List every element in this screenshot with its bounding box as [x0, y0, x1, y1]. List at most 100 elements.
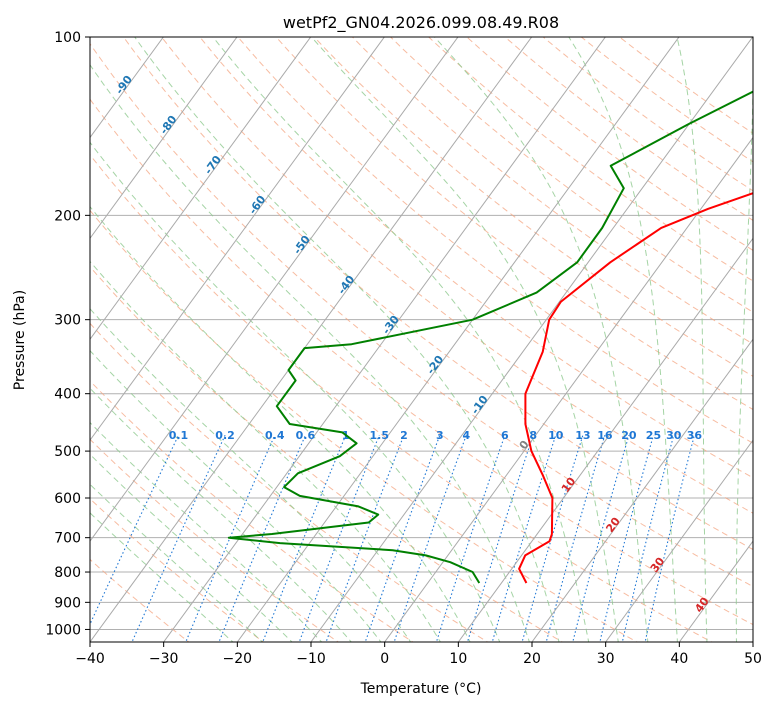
y-tick-label: 800: [54, 565, 81, 581]
dry-adiabat: [90, 98, 753, 626]
mixing-ratio-line: [621, 435, 675, 642]
isotherm-line: [752, 641, 753, 642]
sounding-series: [227, 90, 753, 584]
y-axis-label: Pressure (hPa): [12, 290, 28, 390]
moist-adiabats: [90, 37, 753, 642]
moist-adiabat: [568, 37, 678, 642]
isotherm-label: -40: [335, 273, 357, 297]
dry-adiabat: [90, 380, 414, 642]
dry-adiabat: [90, 209, 639, 642]
mixing-ratio-label: 13: [575, 429, 590, 442]
moist-adiabat: [90, 387, 352, 642]
mixing-ratio-labels: 0.1 0.2 0.4 0.6 1 1.5 2 3 4 6 8 10 13 16 20 25 30 36: [169, 429, 703, 442]
mixing-ratio-line: [262, 434, 347, 642]
x-tick-label: −30: [149, 651, 179, 667]
isotherm-line: [90, 37, 533, 642]
moist-adiabat: [134, 37, 560, 642]
isotherm-label: -10: [469, 393, 491, 417]
dewpoint-profile-line: [227, 90, 753, 584]
isotherm-line: [531, 338, 753, 642]
dry-adiabat: [90, 266, 564, 642]
isotherm-line: [605, 439, 753, 642]
moist-adiabat: [90, 141, 501, 642]
dry-adiabat: [313, 37, 753, 377]
mixing-ratio-label: 25: [646, 429, 661, 442]
isotherm-label: -30: [380, 313, 402, 337]
y-tick-label: 400: [54, 387, 81, 403]
mixing-ratio-label: 36: [687, 429, 703, 442]
isotherm-label: -90: [113, 73, 135, 97]
mixing-ratio-line: [90, 434, 179, 626]
chart-title: wetPf2_GN04.2026.099.08.49.R08: [283, 13, 559, 33]
y-tick-label: 1000: [45, 622, 81, 638]
dry-adiabat: [90, 498, 265, 642]
dry-adiabat: [90, 558, 190, 642]
dry-adiabat: [275, 37, 753, 411]
moist-adiabat: [90, 205, 471, 642]
dry-adiabat: [466, 37, 753, 251]
isotherm-label: -60: [246, 193, 268, 217]
dry-adiabat: [90, 42, 753, 588]
mixing-ratio-label: 0.1: [169, 429, 189, 442]
mixing-ratio-line: [325, 435, 405, 642]
mixing-ratio-line: [644, 435, 695, 642]
x-axis-ticks: −40 −30 −20 −10 0 10 20 30 40 50: [75, 642, 762, 667]
mixing-ratio-label: 8: [529, 429, 537, 442]
x-tick-label: 40: [670, 651, 688, 667]
mixing-ratio-label: 1.5: [370, 429, 390, 442]
isotherm-line: [90, 37, 164, 139]
dry-adiabat: [427, 37, 753, 282]
moist-adiabat: [90, 349, 382, 642]
x-tick-label: 50: [744, 651, 762, 667]
y-tick-label: 100: [54, 30, 81, 46]
isotherm-line: [310, 37, 753, 642]
mixing-ratio-label: 20: [621, 429, 637, 442]
x-axis-label: Temperature (°C): [360, 681, 482, 697]
mixing-ratio-label: 10: [548, 429, 564, 442]
mixing-ratio-label: 0.4: [265, 429, 285, 442]
y-tick-label: 700: [54, 531, 81, 547]
isotherm-label: 20: [603, 515, 623, 535]
isotherm-label: 10: [559, 475, 579, 495]
moist-adiabat: [90, 453, 293, 642]
mixing-ratio-label: 4: [462, 429, 470, 442]
moist-adiabat: [212, 37, 590, 642]
isotherm-label: -70: [202, 153, 224, 177]
mixing-ratio-label: 16: [597, 429, 613, 442]
moist-adiabat: [311, 37, 619, 642]
isotherm-label: -20: [424, 353, 446, 377]
mixing-ratio-label: 2: [400, 429, 408, 442]
moist-adiabat: [90, 63, 530, 642]
mixing-ratio-line: [491, 435, 557, 642]
y-tick-label: 200: [54, 208, 81, 224]
y-axis-ticks: 100 200 300 400 500 600 700 800 900 1000: [45, 30, 90, 638]
dry-adiabats: [90, 37, 753, 642]
mixing-ratio-label: 3: [436, 429, 444, 442]
dry-adiabat: [542, 37, 753, 192]
dry-adiabat: [389, 37, 753, 313]
y-tick-label: 300: [54, 313, 81, 329]
mixing-ratio-line: [364, 435, 441, 642]
mixing-ratio-line: [572, 435, 630, 642]
dry-adiabat: [90, 322, 489, 642]
moist-adiabat: [735, 37, 753, 642]
isotherm-line: [163, 37, 606, 642]
dry-adiabat: [160, 37, 753, 514]
dry-adiabat: [122, 37, 753, 550]
mixing-ratio-line: [545, 435, 606, 642]
isotherm-label: -50: [291, 233, 313, 257]
y-tick-label: 900: [54, 595, 81, 611]
x-tick-label: −40: [75, 651, 105, 667]
isotherm-line: [236, 37, 680, 642]
dry-adiabat: [237, 37, 753, 444]
isotherm-line: [90, 37, 312, 341]
plot-frame: [89, 36, 754, 643]
moist-adiabat: [90, 512, 234, 642]
moist-adiabat: [90, 308, 412, 642]
mixing-ratio-line: [131, 434, 226, 642]
isotherm-line: [90, 37, 238, 240]
y-tick-label: 600: [54, 491, 81, 507]
moist-adiabat: [90, 483, 264, 642]
x-tick-label: 20: [523, 651, 541, 667]
